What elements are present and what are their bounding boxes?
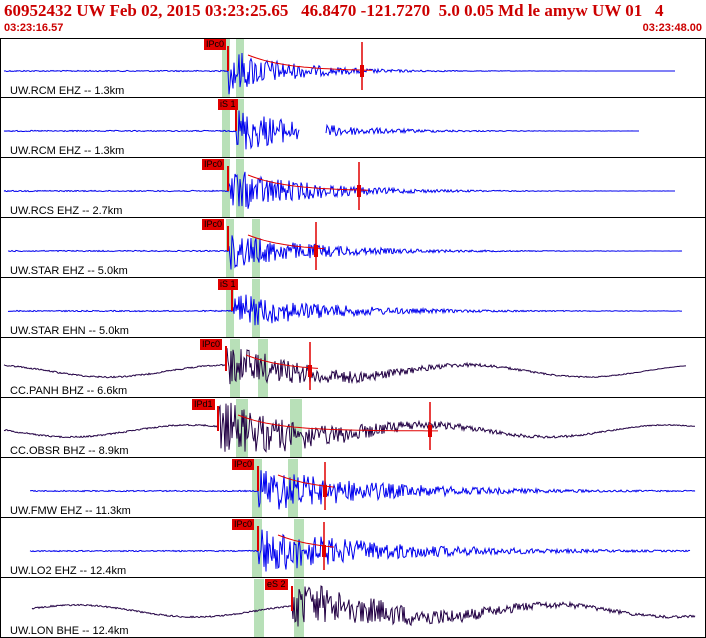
coda-decay-curve <box>247 174 369 191</box>
start-time-label: 03:23:16.57 <box>4 22 64 34</box>
phase-pick-label[interactable]: iS 1 <box>218 279 238 290</box>
s-window-highlight <box>252 219 260 277</box>
p-window-highlight <box>222 159 230 217</box>
waveform-trace <box>7 294 682 326</box>
s-window-highlight <box>294 579 304 637</box>
coda-decay-curve <box>245 354 319 369</box>
s-window-highlight <box>236 39 244 97</box>
coda-end-tick <box>322 545 326 557</box>
station-channel-label: UW.STAR EHN -- 5.0km <box>10 325 129 337</box>
coda-end-tick <box>428 425 432 437</box>
waveform-trace <box>31 585 696 627</box>
seismogram-plot[interactable]: IPc0 UW.RCM EHZ -- 1.3km iS 1 UW.RCM EHZ --… <box>0 38 706 638</box>
phase-pick-label[interactable]: IPc0 <box>232 519 255 530</box>
station-channel-label: UW.RCM EHZ -- 1.3km <box>10 145 125 157</box>
station-channel-label: UW.STAR EHZ -- 5.0km <box>10 265 128 277</box>
station-channel-label: UW.RCS EHZ -- 2.7km <box>10 205 123 217</box>
station-channel-label: UW.LON BHE -- 12.4km <box>10 625 129 637</box>
trace-row[interactable] <box>0 459 706 518</box>
waveform-trace <box>3 52 675 95</box>
coda-end-tick <box>314 245 318 257</box>
trace-row[interactable] <box>0 339 706 398</box>
trace-row[interactable] <box>0 219 706 278</box>
event-header: 60952432 UW Feb 02, 2015 03:23:25.65 46.… <box>0 0 706 38</box>
station-channel-label: UW.LO2 EHZ -- 12.4km <box>10 565 127 577</box>
station-channel-label: CC.PANH BHZ -- 6.6km <box>10 385 128 397</box>
waveform-trace <box>3 402 695 453</box>
phase-pick-label[interactable]: IPc0 <box>202 219 225 230</box>
coda-decay-curve <box>247 234 325 250</box>
s-window-highlight <box>288 459 298 517</box>
waveform-trace <box>3 110 639 150</box>
coda-end-tick <box>308 365 312 377</box>
phase-pick-label[interactable]: IPc0 <box>232 459 255 470</box>
seismogram-canvas[interactable] <box>0 38 706 638</box>
end-time-label: 03:23:48.00 <box>642 22 702 34</box>
trace-row[interactable] <box>0 519 706 578</box>
trace-row[interactable] <box>0 399 706 458</box>
coda-end-tick <box>357 185 361 197</box>
s-window-highlight <box>294 519 304 577</box>
coda-end-tick <box>323 485 327 497</box>
s-window-highlight <box>258 339 268 397</box>
trace-row[interactable] <box>0 159 706 218</box>
trace-row[interactable] <box>0 99 706 158</box>
waveform-trace <box>30 470 696 510</box>
event-summary-title: 60952432 UW Feb 02, 2015 03:23:25.65 46.… <box>4 1 664 20</box>
phase-pick-label[interactable]: IPc0 <box>200 339 223 350</box>
p-window-highlight <box>222 39 230 97</box>
trace-row[interactable] <box>0 279 706 338</box>
coda-decay-curve <box>247 54 373 71</box>
phase-pick-label[interactable]: IPc0 <box>204 39 227 50</box>
p-window-highlight <box>226 219 234 277</box>
phase-pick-label[interactable]: eS 2 <box>265 579 288 590</box>
trace-row[interactable] <box>0 39 706 98</box>
station-channel-label: CC.OBSR BHZ -- 8.9km <box>10 445 129 457</box>
p-window-highlight <box>222 99 230 157</box>
coda-decay-curve <box>237 414 438 432</box>
station-channel-label: UW.RCM EHZ -- 1.3km <box>10 85 125 97</box>
p-window-highlight <box>226 279 234 337</box>
waveform-trace <box>7 235 683 270</box>
waveform-trace <box>3 171 675 209</box>
phase-pick-label[interactable]: iS 1 <box>218 99 238 110</box>
waveform-trace <box>29 529 691 572</box>
waveform-trace <box>3 348 686 385</box>
p-window-highlight <box>254 579 264 637</box>
station-channel-label: UW.FMW EHZ -- 11.3km <box>10 505 131 517</box>
s-window-highlight <box>290 399 302 457</box>
phase-pick-label[interactable]: IPd1 <box>192 399 215 410</box>
phase-pick-label[interactable]: IPc0 <box>202 159 225 170</box>
coda-end-tick <box>360 65 364 77</box>
